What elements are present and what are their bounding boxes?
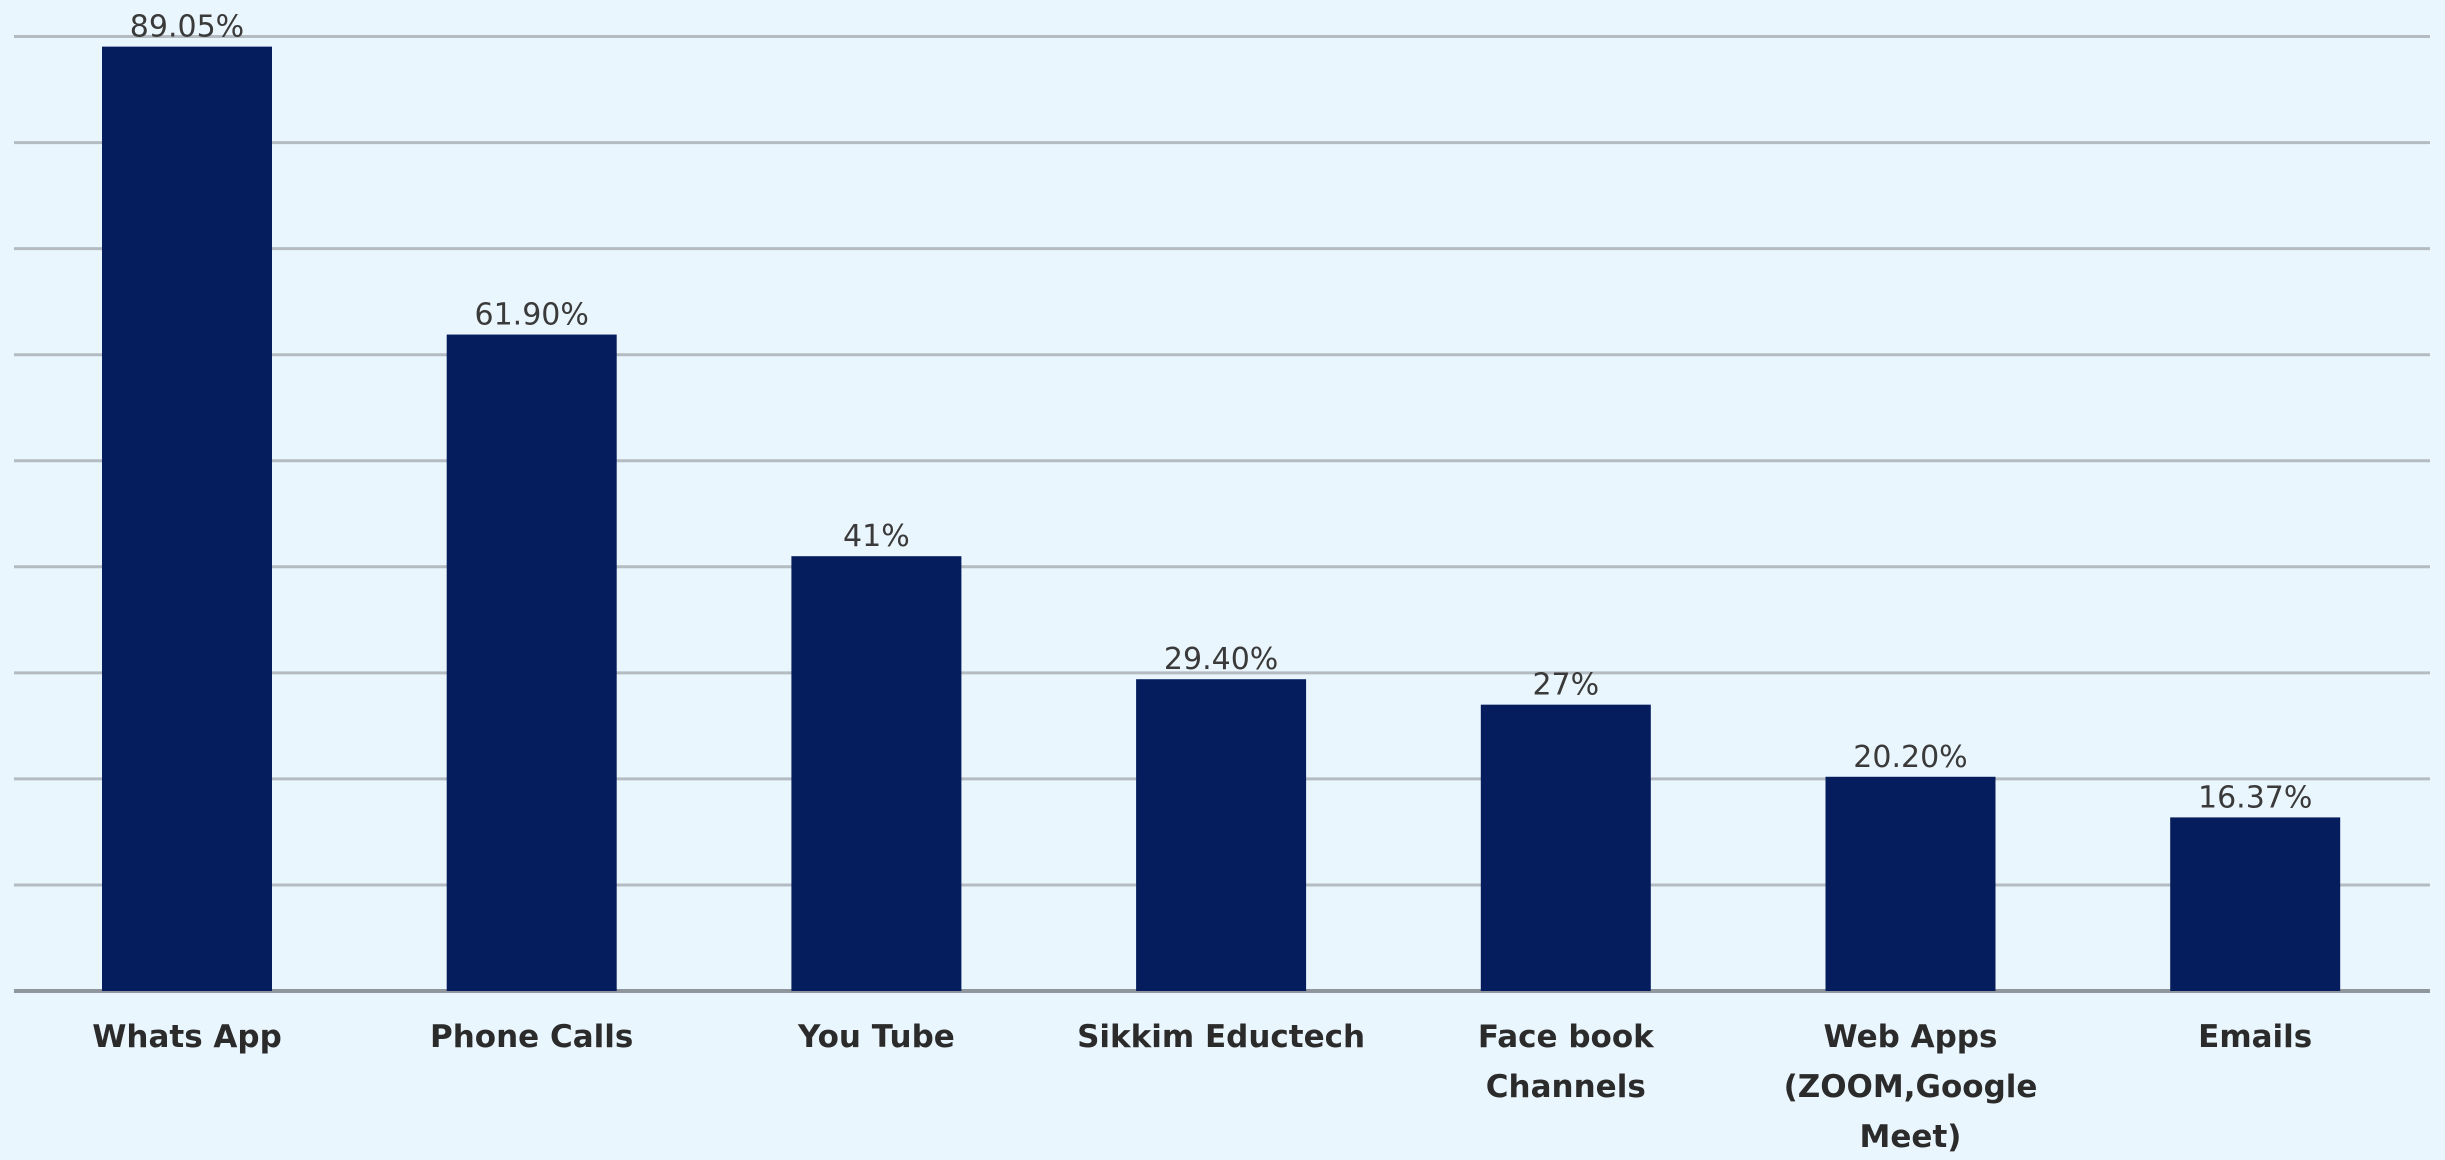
x-tick-label-line: Channels (1486, 1069, 1646, 1105)
x-tick-label-line: Emails (2198, 1019, 2312, 1055)
x-tick-label-line: Sikkim Eductech (1077, 1019, 1365, 1055)
bar-3 (791, 556, 962, 991)
x-tick-label-7: Emails (2198, 1019, 2312, 1055)
bars (102, 46, 2341, 991)
x-tick-label-line: You Tube (797, 1019, 955, 1055)
x-tick-label-4: Sikkim Eductech (1077, 1019, 1365, 1055)
x-tick-label-1: Whats App (92, 1019, 282, 1055)
data-label-6: 20.20% (1853, 740, 1967, 775)
bar-2 (446, 334, 617, 991)
x-tick-label-3: You Tube (797, 1019, 955, 1055)
x-tick-label-line: (ZOOM,Google (1784, 1069, 2038, 1105)
bar-6 (1825, 776, 1996, 991)
bar-7 (2170, 817, 2341, 991)
data-label-7: 16.37% (2198, 780, 2312, 815)
x-tick-label-line: Whats App (92, 1019, 282, 1055)
data-label-2: 61.90% (475, 298, 589, 333)
data-label-5: 27% (1532, 668, 1599, 703)
bar-1 (102, 46, 272, 991)
data-label-1: 89.05% (130, 10, 244, 45)
x-tick-label-line: Face book (1478, 1019, 1655, 1055)
x-tick-labels: Whats App Phone Calls You Tube Sikkim Educt… (92, 1019, 2312, 1155)
x-tick-label-5: Face book Channels (1478, 1019, 1655, 1105)
data-label-4: 29.40% (1164, 642, 1278, 677)
x-tick-label-line: Meet) (1860, 1119, 1962, 1155)
bar-4 (1136, 679, 1307, 991)
data-labels: 89.05% 61.90% 41% 29.40% 27% 20.20% 16.37% (130, 10, 2313, 816)
gridlines (14, 35, 2430, 993)
bar-5 (1480, 704, 1651, 991)
x-tick-label-2: Phone Calls (430, 1019, 633, 1055)
data-label-3: 41% (843, 519, 910, 554)
x-tick-label-line: Web Apps (1824, 1019, 1998, 1055)
x-tick-label-6: Web Apps (ZOOM,Google Meet) (1784, 1019, 2038, 1155)
x-tick-label-line: Phone Calls (430, 1019, 633, 1055)
